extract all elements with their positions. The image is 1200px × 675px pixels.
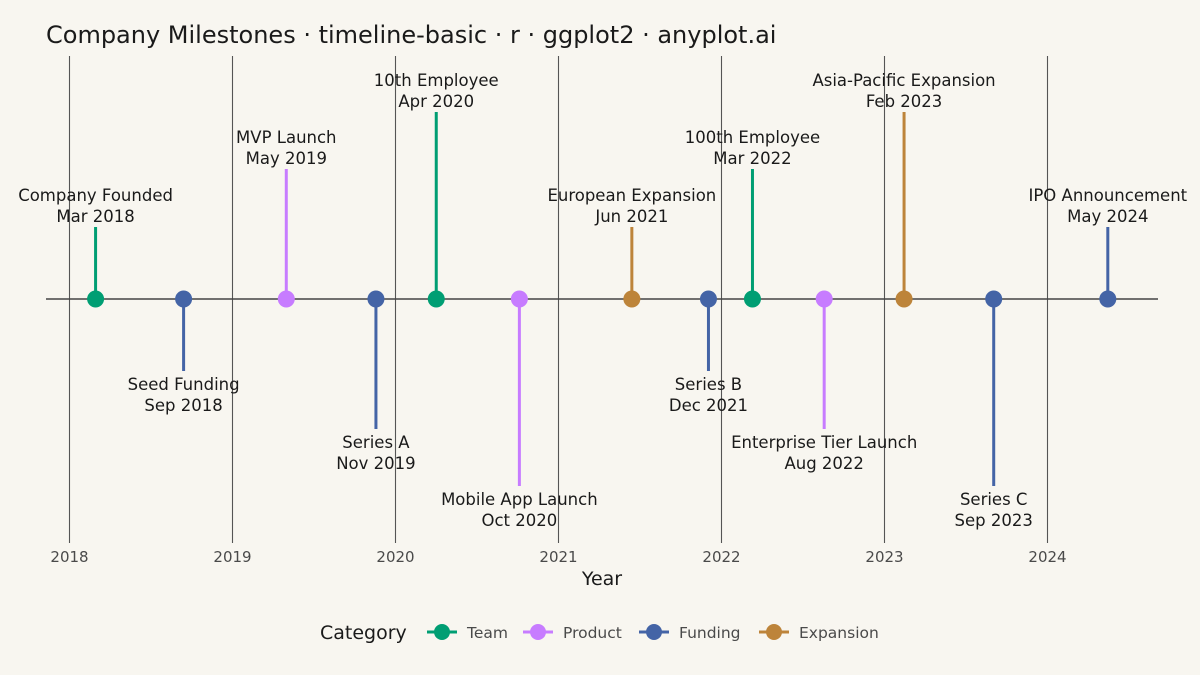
event-date-label: Aug 2022 <box>784 454 863 473</box>
chart-title: Company Milestones · timeline-basic · r … <box>46 21 776 49</box>
event-name-label: 10th Employee <box>374 71 499 90</box>
event-labels: Company Founded Mar 2018 Seed Funding Sep 2… <box>18 71 1187 530</box>
legend: Category Team Product Funding Expansion <box>320 622 879 644</box>
x-tick-label: 2024 <box>1028 548 1066 566</box>
event-point <box>623 290 641 308</box>
event-point <box>1099 290 1117 308</box>
legend-key-point <box>646 624 662 640</box>
x-tick-label: 2018 <box>50 548 88 566</box>
event-date-label: Mar 2022 <box>713 149 791 168</box>
event-date-label: Sep 2018 <box>144 396 222 415</box>
event-date-label: Mar 2018 <box>56 207 134 226</box>
event-point <box>743 290 761 308</box>
event-point <box>510 290 528 308</box>
legend-label: Funding <box>679 624 741 642</box>
event-point <box>699 290 717 308</box>
event-name-label: Series B <box>675 375 742 394</box>
legend-key-point <box>766 624 782 640</box>
event-name-label: 100th Employee <box>685 128 820 147</box>
event-name-label: MVP Launch <box>236 128 336 147</box>
event-point <box>815 290 833 308</box>
event-point <box>367 290 385 308</box>
event-name-label: IPO Announcement <box>1028 186 1187 205</box>
event-date-label: Oct 2020 <box>481 511 557 530</box>
x-tick-label: 2022 <box>702 548 740 566</box>
event-name-label: Series A <box>342 433 410 452</box>
event-name-label: Mobile App Launch <box>441 490 598 509</box>
event-date-label: Feb 2023 <box>866 92 942 111</box>
event-name-label: Enterprise Tier Launch <box>731 433 917 452</box>
event-date-label: May 2024 <box>1067 207 1148 226</box>
event-date-label: Dec 2021 <box>669 396 748 415</box>
event-name-label: Series C <box>960 490 1028 509</box>
event-point <box>895 290 913 308</box>
event-date-label: Apr 2020 <box>398 92 474 111</box>
legend-key-point <box>530 624 546 640</box>
event-date-label: Sep 2023 <box>955 511 1033 530</box>
event-date-label: Nov 2019 <box>336 454 415 473</box>
legend-label: Product <box>563 624 622 642</box>
x-tick-label: 2019 <box>213 548 251 566</box>
event-name-label: Seed Funding <box>128 375 240 394</box>
x-tick-label: 2020 <box>376 548 414 566</box>
legend-key-point <box>434 624 450 640</box>
legend-label: Team <box>466 624 508 642</box>
event-point <box>87 290 105 308</box>
x-tick-label: 2021 <box>539 548 577 566</box>
event-point <box>175 290 193 308</box>
event-point <box>427 290 445 308</box>
x-tick-label: 2023 <box>865 548 903 566</box>
event-point <box>985 290 1003 308</box>
x-axis-ticks: 2018 2019 2020 2021 2022 2023 2024 <box>50 548 1066 566</box>
event-name-label: Company Founded <box>18 186 173 205</box>
event-name-label: Asia-Pacific Expansion <box>812 71 995 90</box>
x-axis-title: Year <box>581 568 622 590</box>
legend-label: Expansion <box>799 624 879 642</box>
event-date-label: May 2019 <box>246 149 327 168</box>
event-point <box>277 290 295 308</box>
event-points <box>87 290 1117 308</box>
event-name-label: European Expansion <box>547 186 716 205</box>
event-stems <box>94 112 1110 486</box>
event-date-label: Jun 2021 <box>594 207 668 226</box>
legend-title: Category <box>320 622 407 644</box>
